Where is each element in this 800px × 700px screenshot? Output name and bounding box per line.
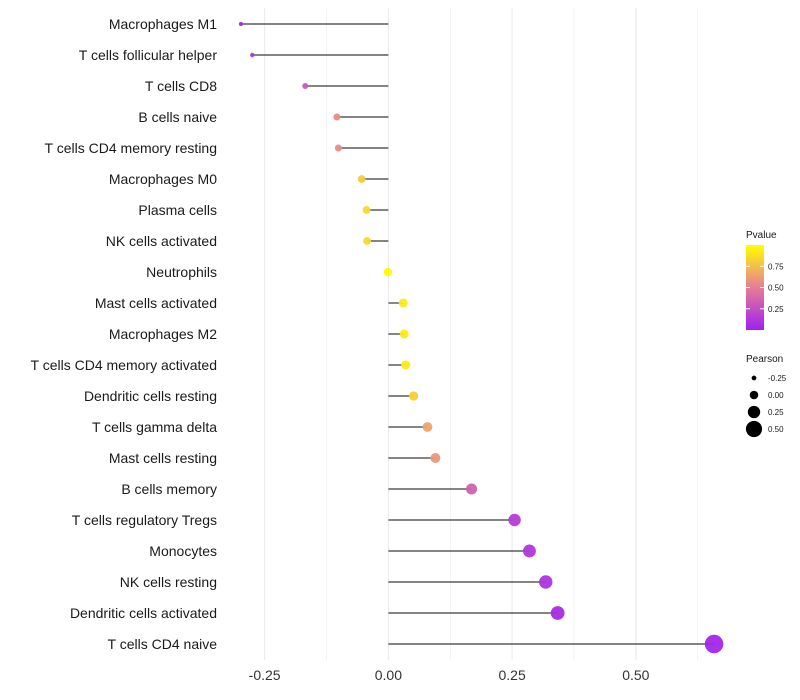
category-label: T cells CD4 memory activated: [31, 357, 217, 373]
pvalue-colorbar: [746, 245, 764, 330]
category-label: Macrophages M0: [109, 171, 217, 187]
lollipop-point: [508, 513, 521, 527]
lollipop-point: [704, 634, 724, 654]
lollipop-point: [333, 113, 341, 121]
category-label: NK cells activated: [106, 233, 217, 249]
size-legend-key: [751, 375, 757, 381]
lollipop-point: [357, 175, 366, 183]
pearson-legend: Pearson -0.25 0.00 0.25 0.50: [745, 354, 787, 438]
x-tick-label: 0.00: [375, 667, 402, 683]
category-label: T cells gamma delta: [92, 419, 217, 435]
category-label: Dendritic cells resting: [84, 388, 217, 404]
gridlines: [264, 8, 699, 660]
pearson-legend-title: Pearson: [746, 354, 783, 365]
lollipop-point: [539, 575, 553, 589]
category-label: T cells regulatory Tregs: [72, 512, 217, 528]
lollipop-point: [383, 267, 393, 277]
size-legend-label: -0.25: [768, 374, 787, 383]
x-axis-ticks: -0.25 0.00 0.25 0.50: [249, 667, 650, 683]
category-labels: Macrophages M1 T cells follicular helper T…: [31, 16, 218, 652]
category-label: B cells naive: [138, 109, 217, 125]
lollipop-point: [430, 453, 441, 463]
lollipop-points: [238, 21, 724, 654]
lollipop-point: [334, 144, 342, 152]
category-label: Monocytes: [149, 543, 217, 559]
category-label: Macrophages M2: [109, 326, 217, 342]
lollipop-point: [465, 483, 478, 495]
lollipop-stems: [240, 23, 715, 645]
category-label: Mast cells activated: [95, 295, 217, 311]
category-label: B cells memory: [121, 481, 217, 497]
category-label: T cells CD4 naive: [108, 636, 218, 652]
size-legend-key: [749, 390, 759, 400]
pvalue-legend-title: Pvalue: [746, 230, 777, 241]
lollipop-point: [238, 21, 243, 27]
lollipop-point: [363, 237, 372, 245]
lollipop-point: [399, 329, 409, 339]
colorbar-tick-label: 0.50: [768, 284, 784, 293]
lollipop-point: [362, 206, 371, 214]
x-tick-label: 0.50: [622, 667, 649, 683]
colorbar-tick-label: 0.75: [768, 262, 784, 271]
category-label: NK cells resting: [120, 574, 217, 590]
size-legend-label: 0.50: [768, 425, 784, 434]
lollipop-point: [408, 391, 419, 401]
category-label: T cells follicular helper: [79, 47, 218, 63]
size-legend-label: 0.00: [768, 391, 784, 400]
lollipop-point: [398, 298, 408, 308]
size-legend-key: [745, 420, 763, 438]
size-legend-label: 0.25: [768, 408, 784, 417]
x-tick-label: 0.25: [498, 667, 525, 683]
lollipop-point: [550, 606, 565, 620]
category-label: T cells CD8: [145, 78, 217, 94]
lollipop-point: [422, 422, 433, 432]
category-label: Plasma cells: [138, 202, 217, 218]
pvalue-legend: Pvalue 0.25 0.50 0.75: [746, 230, 784, 330]
lollipop-point: [522, 544, 536, 558]
colorbar-tick-label: 0.25: [768, 305, 784, 314]
category-label: Macrophages M1: [109, 16, 217, 32]
category-label: Mast cells resting: [109, 450, 217, 466]
category-label: Dendritic cells activated: [70, 605, 217, 621]
x-tick-label: -0.25: [249, 667, 281, 683]
lollipop-point: [302, 83, 309, 89]
category-label: Neutrophils: [146, 264, 217, 280]
category-label: T cells CD4 memory resting: [45, 140, 217, 156]
size-legend-key: [747, 405, 761, 419]
lollipop-point: [401, 360, 411, 370]
lollipop-point: [250, 52, 255, 58]
